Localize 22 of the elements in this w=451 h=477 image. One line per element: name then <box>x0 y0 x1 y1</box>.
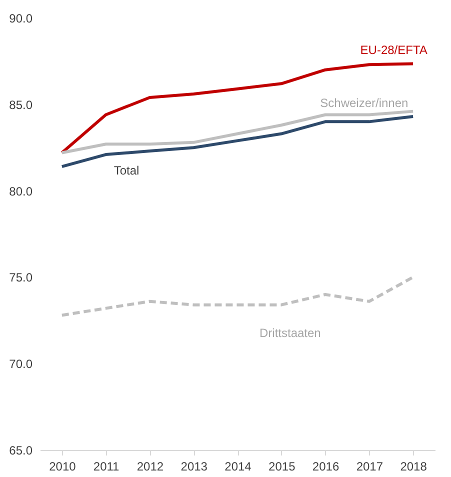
x-tick-label: 2012 <box>136 460 164 474</box>
x-tick-label: 2011 <box>93 460 120 474</box>
y-tick-label: 85.0 <box>9 98 33 112</box>
series-label: Drittstaaten <box>260 326 321 340</box>
x-tick-label: 2017 <box>356 460 384 474</box>
x-tick-label: 2010 <box>49 460 76 474</box>
line-series <box>60 276 415 317</box>
line-series <box>60 110 415 154</box>
x-tick-label: 2015 <box>268 460 296 474</box>
x-tick-label: 2014 <box>224 460 252 474</box>
x-tick-label: 2013 <box>180 460 208 474</box>
y-tick-label: 75.0 <box>9 270 33 285</box>
series-label: EU-28/EFTA <box>360 42 428 57</box>
y-tick-label: 80.0 <box>9 184 33 198</box>
x-tick-label: 2018 <box>400 460 428 474</box>
y-tick-label: 70.0 <box>9 357 33 372</box>
x-tick-label: 2016 <box>312 460 340 474</box>
y-tick-label: 90.0 <box>9 12 33 26</box>
y-tick-label: 65.0 <box>9 444 33 458</box>
series-label: Schweizer/innen <box>320 96 408 110</box>
line-series <box>60 62 415 154</box>
series-label: Total <box>114 164 140 178</box>
